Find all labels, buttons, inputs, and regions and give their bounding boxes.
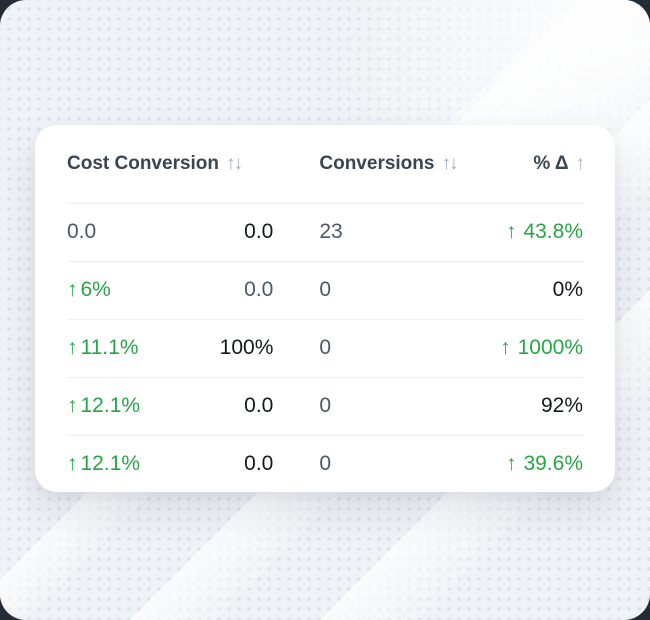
table-cell: 0.0 <box>190 376 274 435</box>
up-arrow-icon: ↑ <box>67 394 78 417</box>
metrics-table-card: Cost Conversion ↑↓ Conversions ↑↓ % Δ ↑ 0.0… <box>35 125 615 493</box>
table-cell: ↑ 39.6% <box>448 434 583 493</box>
sort-arrows-icon[interactable]: ↑↓ <box>441 152 458 174</box>
table-header-row: Cost Conversion ↑↓ Conversions ↑↓ % Δ ↑ <box>67 125 585 203</box>
table-cell: 0 <box>273 434 449 493</box>
table-cell: 0 <box>273 318 449 377</box>
column-header-percent-delta[interactable]: % Δ ↑ <box>449 125 585 203</box>
table-cell: 0 <box>273 260 449 319</box>
up-arrow-icon: ↑ <box>505 452 517 476</box>
column-header-label: Conversions <box>319 152 435 174</box>
table-cell: ↑ 11.1% <box>67 318 191 377</box>
table-row: ↑ 12.1% 0.0 0 92% <box>67 376 583 435</box>
table-cell: ↑ 12.1% <box>67 434 191 493</box>
table-cell: 0.0 <box>190 260 274 319</box>
table-row: ↑ 6% 0.0 0 0% <box>67 260 583 319</box>
up-arrow-icon: ↑ <box>67 452 78 476</box>
table-cell: 100% <box>190 318 274 377</box>
sort-arrow-up-icon[interactable]: ↑ <box>575 152 585 174</box>
up-arrow-icon: ↑ <box>505 220 517 243</box>
table-cell: ↑ 43.8% <box>448 202 583 261</box>
table-cell: 0.0 <box>190 434 274 493</box>
column-header-label: Cost Conversion <box>67 152 220 174</box>
table-cell: 23 <box>273 202 449 261</box>
table-row: 0.0 0.0 23 ↑ 43.8% <box>67 202 583 261</box>
up-arrow-icon: ↑ <box>67 336 78 359</box>
up-arrow-icon: ↑ <box>500 336 511 359</box>
sort-arrows-icon[interactable]: ↑↓ <box>226 152 243 174</box>
table-cell: ↑ 12.1% <box>67 376 191 435</box>
table-cell: ↑ 6% <box>67 260 191 319</box>
table-cell: 0.0 <box>190 202 274 261</box>
table-row: ↑ 12.1% 0.0 0 ↑ 39.6% <box>67 434 583 493</box>
table-cell: 0.0 <box>67 202 191 261</box>
column-header-conversions[interactable]: Conversions ↑↓ <box>273 125 458 203</box>
column-header-label: % Δ <box>533 152 569 174</box>
column-header-cost-conversion[interactable]: Cost Conversion ↑↓ <box>67 125 273 203</box>
table-cell: 92% <box>448 376 583 435</box>
table-cell: ↑ 1000% <box>448 318 583 377</box>
table-cell: 0% <box>448 260 583 319</box>
table-cell: 0 <box>273 376 449 435</box>
metrics-table: Cost Conversion ↑↓ Conversions ↑↓ % Δ ↑ 0.0… <box>67 125 585 493</box>
up-arrow-icon: ↑ <box>67 278 78 301</box>
table-row: ↑ 11.1% 100% 0 ↑ 1000% <box>67 318 583 377</box>
